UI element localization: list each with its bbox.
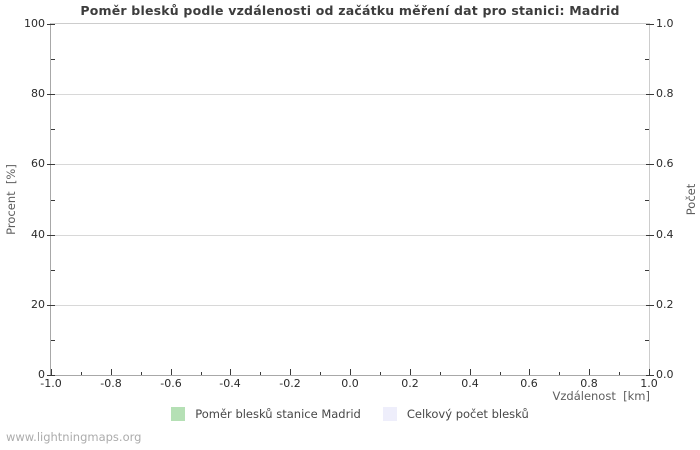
x-major-tick [111, 369, 112, 375]
legend-item: Celkový počet blesků [382, 407, 529, 421]
x-major-tick [290, 369, 291, 375]
x-major-tick [470, 369, 471, 375]
y-minor-tick-left [51, 269, 55, 271]
x-tick-label: 0.2 [401, 377, 419, 390]
x-tick-label: -0.4 [219, 377, 241, 390]
y-minor-tick-right [645, 129, 649, 131]
legend-swatch [171, 407, 186, 421]
gridline [51, 234, 649, 236]
y-minor-tick-right [645, 269, 649, 271]
legend-label: Celkový počet blesků [406, 407, 529, 421]
x-minor-tick [260, 372, 261, 375]
watermark: www.lightningmaps.org [6, 430, 142, 444]
y-minor-tick-right [645, 59, 649, 61]
x-tick-label: -0.6 [160, 377, 182, 390]
x-major-tick [410, 369, 411, 375]
legend-item: Poměr blesků stanice Madrid [171, 407, 361, 421]
y-minor-tick-left [51, 129, 55, 131]
x-minor-tick [201, 372, 202, 375]
x-tick-label: 0.0 [341, 377, 359, 390]
y-minor-tick-left [51, 339, 55, 341]
x-major-tick [51, 369, 52, 375]
plot-area [50, 23, 650, 376]
y-minor-tick-right [645, 199, 649, 201]
x-minor-tick [141, 372, 142, 375]
x-major-tick [649, 369, 650, 375]
legend-label: Poměr blesků stanice Madrid [195, 407, 361, 421]
gridline [51, 94, 649, 96]
x-minor-tick [619, 372, 620, 375]
x-major-tick [589, 369, 590, 375]
legend: Poměr blesků stanice Madrid Celkový počet… [0, 407, 700, 421]
x-minor-tick [559, 372, 560, 375]
x-major-tick [171, 369, 172, 375]
y-minor-tick-left [51, 199, 55, 201]
x-minor-tick [500, 372, 501, 375]
legend-swatch [382, 407, 397, 421]
x-tick-label: -0.8 [100, 377, 122, 390]
x-axis-label: Vzdálenost [km] [552, 389, 651, 403]
x-major-tick [529, 369, 530, 375]
gridline [51, 304, 649, 306]
x-tick-label: -1.0 [40, 377, 62, 390]
y-minor-tick-left [51, 59, 55, 61]
y-axis-label-right: Počet [684, 183, 698, 216]
x-major-tick [230, 369, 231, 375]
x-major-tick [350, 369, 351, 375]
x-tick-label: -0.2 [279, 377, 301, 390]
x-minor-tick [320, 372, 321, 375]
y-minor-tick-right [645, 339, 649, 341]
chart-title: Poměr blesků podle vzdálenosti od začátk… [80, 3, 620, 18]
y-axis-label-left: Procent [%] [4, 164, 18, 235]
gridline [51, 164, 649, 166]
x-minor-tick [81, 372, 82, 375]
x-minor-tick [440, 372, 441, 375]
x-minor-tick [380, 372, 381, 375]
